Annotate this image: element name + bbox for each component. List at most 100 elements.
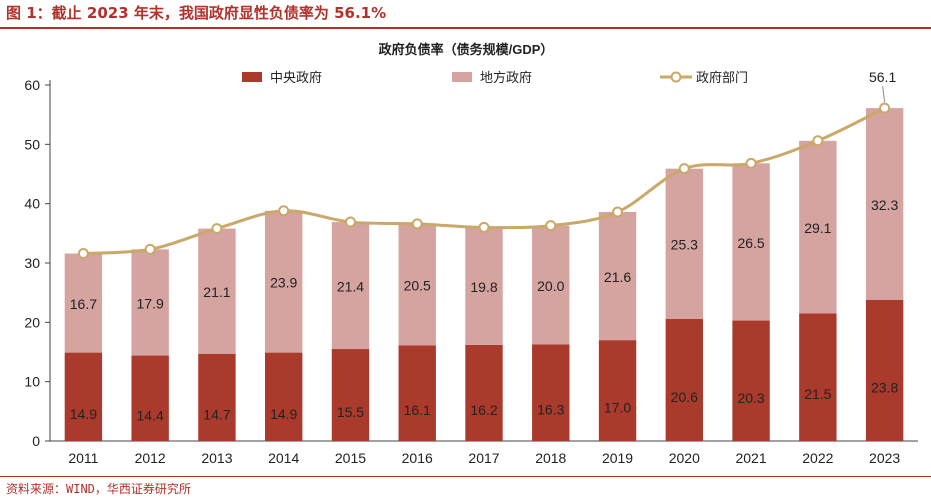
y-tick-label: 20 — [24, 314, 40, 330]
title-divider — [0, 27, 931, 29]
bar-value-label: 14.7 — [203, 406, 230, 422]
x-tick-label: 2022 — [802, 450, 833, 466]
total-point-2018 — [545, 220, 557, 232]
total-point-2012 — [144, 243, 156, 255]
footer-divider — [0, 476, 931, 477]
bar-central-2014 — [264, 352, 303, 441]
bar-value-label: 16.1 — [404, 402, 431, 418]
x-tick-label: 2016 — [402, 450, 433, 466]
total-line-layer — [77, 102, 891, 260]
bar-local-2011 — [64, 253, 103, 353]
x-tick-label: 2017 — [468, 450, 499, 466]
y-tick-label: 40 — [24, 196, 40, 212]
bar-local-2020 — [665, 168, 704, 319]
stacked-bar-line-chart: 政府负债率（债务规模/GDP） 中央政府 地方政府 政府部门 0 10 20 30 40 50… — [24, 42, 918, 466]
bar-value-label: 26.5 — [737, 235, 764, 251]
bar-value-label: 29.1 — [804, 220, 831, 236]
bar-central-2019 — [598, 340, 637, 441]
bar-value-label: 25.3 — [671, 237, 698, 253]
bar-value-label: 16.3 — [537, 402, 564, 418]
total-point-2020 — [678, 163, 690, 175]
bar-value-label: 20.0 — [537, 278, 564, 294]
bar-central-2018 — [532, 344, 570, 441]
bar-local-2019 — [598, 211, 637, 341]
bar-value-label: 14.4 — [137, 407, 164, 423]
bar-value-label: 32.3 — [871, 197, 898, 213]
bar-central-2021 — [732, 320, 770, 441]
total-point-2019 — [612, 206, 624, 218]
bar-value-label: 20.5 — [404, 278, 431, 294]
x-tick-label: 2020 — [669, 450, 700, 466]
x-tick-label: 2013 — [201, 450, 232, 466]
x-tick-label: 2012 — [135, 450, 166, 466]
total-point-2022 — [812, 135, 824, 147]
total-point-2021 — [745, 157, 757, 169]
total-point-2011 — [77, 248, 89, 260]
bar-value-label: 17.9 — [137, 295, 164, 311]
bar-value-label: 16.7 — [70, 296, 97, 312]
x-tick-label: 2018 — [535, 450, 566, 466]
legend-label: 中央政府 — [270, 70, 322, 85]
y-tick-label: 60 — [24, 77, 40, 93]
bar-local-2023 — [865, 108, 904, 300]
y-tick-label: 50 — [24, 136, 40, 152]
bar-local-2012 — [131, 249, 169, 356]
chart-area: 政府负债率（债务规模/GDP） 中央政府 地方政府 政府部门 0 10 20 30 40 50… — [0, 30, 931, 475]
annotation-leader — [882, 86, 886, 103]
bar-value-label: 21.5 — [804, 386, 831, 402]
x-tick-label: 2021 — [735, 450, 766, 466]
data-labels: 14.9 14.4 14.7 14.9 15.5 16.1 16.2 16.3 17.0 20.6… — [70, 69, 899, 423]
total-point-2023 — [879, 102, 891, 114]
y-tick-label: 10 — [24, 374, 40, 390]
bar-central-2022 — [799, 313, 837, 441]
total-point-2014 — [278, 205, 290, 217]
legend-marker — [670, 71, 682, 83]
figure-title: 图 1：截止 2023 年末，我国政府显性负债率为 56.1% — [6, 4, 387, 22]
bar-local-2016 — [398, 223, 436, 346]
bar-local-2021 — [732, 163, 770, 321]
bar-central-2016 — [398, 345, 436, 441]
bar-value-label: 19.8 — [470, 279, 497, 295]
bar-value-label: 21.1 — [203, 284, 230, 300]
y-tick-label: 30 — [24, 255, 40, 271]
bar-local-2013 — [198, 228, 236, 354]
bar-local-2022 — [799, 140, 837, 314]
x-tick-label: 2023 — [869, 450, 900, 466]
source-note: 资料来源：WIND，华西证券研究所 — [6, 482, 191, 496]
annotation-label: 56.1 — [869, 69, 896, 85]
bar-central-2011 — [64, 352, 103, 441]
x-tick-label: 2014 — [268, 450, 299, 466]
bar-central-2013 — [198, 353, 236, 441]
bar-central-2012 — [131, 355, 169, 441]
legend-label: 地方政府 — [480, 70, 532, 85]
bar-value-label: 21.6 — [604, 269, 631, 285]
bar-value-label: 23.8 — [871, 379, 898, 395]
legend-swatch — [242, 72, 262, 82]
y-tick-label: 0 — [32, 433, 40, 449]
total-point-2015 — [344, 216, 356, 228]
total-point-2017 — [478, 221, 490, 233]
bar-value-label: 20.6 — [671, 389, 698, 405]
axes: 0 10 20 30 40 50 60 2011 2012 2013 2014 2015 2016 201… — [24, 77, 918, 466]
bar-central-2015 — [331, 349, 370, 441]
bar-local-2018 — [532, 225, 570, 345]
bar-value-label: 17.0 — [604, 400, 631, 416]
total-point-2016 — [411, 218, 423, 230]
legend-swatch — [452, 72, 472, 82]
bar-value-label: 23.9 — [270, 275, 297, 291]
x-tick-label: 2015 — [335, 450, 366, 466]
x-tick-label: 2019 — [602, 450, 633, 466]
chart-title: 政府负债率（债务规模/GDP） — [379, 42, 554, 57]
bars — [64, 108, 904, 441]
bar-local-2014 — [264, 210, 303, 353]
bar-value-label: 14.9 — [270, 406, 297, 422]
bar-central-2017 — [465, 344, 503, 441]
bar-local-2017 — [465, 227, 503, 345]
bar-value-label: 14.9 — [70, 406, 97, 422]
bar-central-2020 — [665, 318, 704, 441]
x-tick-label: 2011 — [68, 450, 98, 466]
total-point-2013 — [211, 223, 223, 235]
bar-value-label: 16.2 — [470, 402, 497, 418]
bar-value-label: 15.5 — [337, 404, 364, 420]
legend: 中央政府 地方政府 政府部门 — [242, 70, 748, 85]
